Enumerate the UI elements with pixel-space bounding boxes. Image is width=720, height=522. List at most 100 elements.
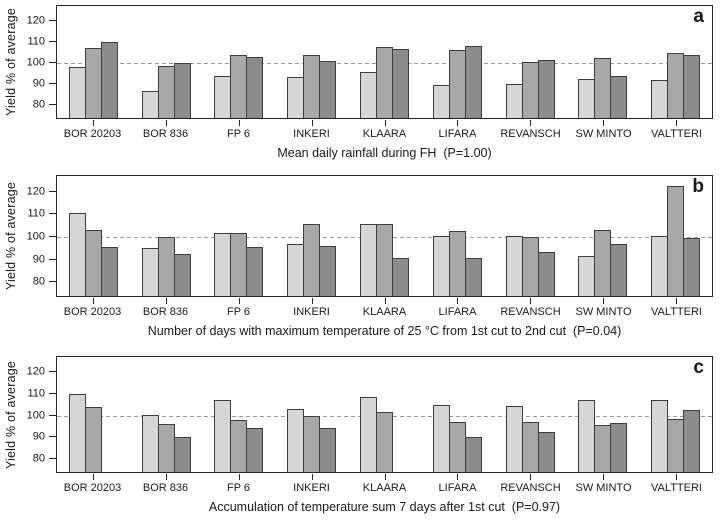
bar [392, 257, 410, 296]
bar [173, 63, 191, 118]
panel-letter-a: a [693, 6, 704, 27]
x-tick-label: BOR 836 [142, 482, 189, 494]
bar-group [203, 6, 276, 126]
plot-area-a: a 80 90 100 110 120 [27, 5, 713, 126]
bar [448, 231, 466, 296]
bar [376, 223, 394, 296]
x-tick-label: BOR 20203 [63, 128, 122, 140]
panel-c: Yield % of average c 80 90 100 110 120 BOR 2… [0, 351, 720, 522]
bar-group [639, 6, 712, 126]
bar [84, 48, 102, 118]
y-tick-mark [49, 236, 56, 238]
x-tick-label: LIFARA [438, 306, 477, 318]
y-tick-mark [49, 213, 56, 215]
bar-groups [57, 357, 712, 480]
bar-group [566, 6, 639, 126]
x-tick-labels: BOR 20203 BOR 836 FP 6 INKERI KLAARA LIFARA RE… [56, 128, 713, 140]
bar [448, 50, 466, 118]
bar [392, 49, 410, 118]
bar [521, 422, 539, 472]
y-tick-mark [49, 19, 56, 21]
bar [319, 246, 337, 296]
bar [578, 400, 596, 472]
x-tick-label: BOR 20203 [63, 306, 122, 318]
bar [594, 230, 612, 296]
x-tick-mark [602, 119, 604, 126]
x-tick-label: SW MINTO [575, 306, 632, 318]
y-tick-label: 120 [26, 14, 45, 27]
bar [360, 397, 378, 472]
x-tick-label: BOR 20203 [63, 482, 122, 494]
bar [319, 427, 337, 472]
x-tick-label: VALTTERI [651, 128, 702, 140]
x-tick-label: KLAARA [362, 482, 407, 494]
y-tick-mark [49, 83, 56, 85]
bar-group [130, 176, 203, 304]
bar-group [639, 176, 712, 304]
bar [303, 54, 321, 118]
x-tick-mark [384, 297, 386, 304]
x-tick-labels: BOR 20203 BOR 836 FP 6 INKERI KLAARA LIFARA RE… [56, 306, 713, 318]
plot-area-b: b 80 90 100 110 120 [27, 175, 713, 304]
bar [578, 256, 596, 296]
bar [173, 437, 191, 472]
bar [157, 424, 175, 472]
panel-letter-c: c [693, 357, 704, 378]
bar [173, 254, 191, 296]
bar [651, 79, 669, 118]
bar [667, 418, 685, 472]
y-tick-label: 100 [26, 56, 45, 69]
bar [464, 257, 482, 296]
bar [287, 243, 305, 296]
x-tick-mark [311, 119, 313, 126]
y-tick-label: 110 [27, 35, 45, 48]
bar [319, 60, 337, 118]
y-tick-mark [49, 281, 56, 283]
bar-group [421, 176, 494, 304]
bar [100, 41, 118, 118]
x-axis-title: Number of days with maximum temperature … [147, 324, 622, 338]
panel-b: Yield % of average b 80 90 100 110 120 BOR 2… [0, 170, 720, 351]
x-tick-mark [675, 297, 677, 304]
bar-groups [57, 176, 712, 304]
bar [246, 247, 264, 296]
bar [246, 427, 264, 472]
bar [505, 405, 523, 472]
y-tick-label: 90 [32, 77, 45, 90]
y-tick-label: 80 [32, 98, 45, 111]
bar [683, 54, 701, 118]
bar-group [57, 6, 130, 126]
y-tick-mark [49, 40, 56, 42]
bar [68, 393, 86, 472]
x-tick-mark [602, 297, 604, 304]
plot-column: b 80 90 100 110 120 BOR 20203 BOR 836 FP 6 INKE… [27, 175, 713, 338]
x-tick-mark [457, 119, 459, 126]
bar [230, 54, 248, 118]
bar [667, 186, 685, 296]
x-tick-mark [311, 297, 313, 304]
bar-group [348, 176, 421, 304]
bar [214, 75, 232, 118]
y-tick-label: 110 [27, 207, 45, 220]
x-tick-mark [457, 473, 459, 480]
x-tick-label: FP 6 [226, 128, 251, 140]
bar [537, 251, 555, 296]
x-tick-label: BOR 836 [142, 128, 189, 140]
bar [157, 237, 175, 296]
x-tick-label: LIFARA [438, 128, 477, 140]
bar-group [348, 6, 421, 126]
bar [505, 236, 523, 296]
bar-group [275, 176, 348, 304]
plot-column: a 80 90 100 110 120 BOR 20203 BOR 836 FP 6 INKE… [27, 5, 713, 160]
x-tick-label: VALTTERI [651, 306, 702, 318]
bar-group [421, 6, 494, 126]
bar-group [494, 6, 567, 126]
y-tick-mark [49, 190, 56, 192]
bar [521, 62, 539, 118]
bar [432, 236, 450, 296]
y-tick-label: 120 [26, 365, 45, 378]
x-tick-mark [238, 297, 240, 304]
x-axis-title: Mean daily rainfall during FH (P=1.00) [277, 146, 492, 160]
bar [287, 409, 305, 472]
bar-group [566, 357, 639, 480]
